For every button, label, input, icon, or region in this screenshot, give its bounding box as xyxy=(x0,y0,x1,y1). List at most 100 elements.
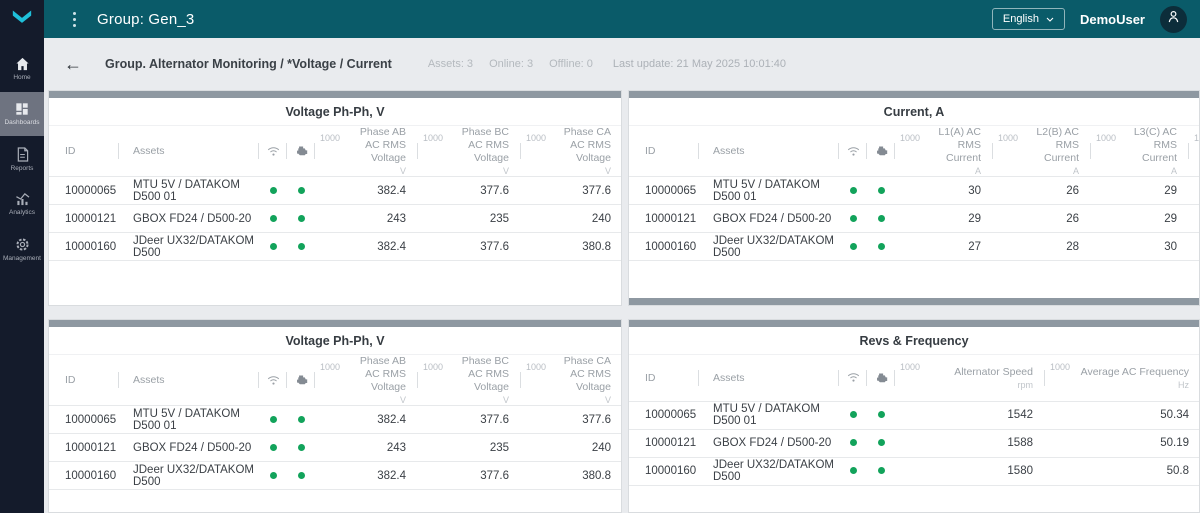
sidebar-item-label: Management xyxy=(3,254,41,262)
value-cell: 1588 xyxy=(895,428,1045,457)
engine-icon xyxy=(867,355,895,401)
value-cell: 50.8 xyxy=(1045,456,1199,486)
value-cell: 377.6 xyxy=(418,405,521,434)
asset-stats: Assets: 3 Online: 3 Offline: 0 xyxy=(428,58,593,70)
unit-label: V xyxy=(604,395,611,406)
asset-name-cell: JDeer UX32/DATAKOM D500 xyxy=(699,456,839,486)
table-row[interactable]: 10000065 MTU 5V / DATAKOM D500 01 382.4 377… xyxy=(49,176,621,205)
person-icon xyxy=(1166,9,1181,29)
sidebar-item-reports[interactable]: Reports xyxy=(0,137,44,181)
value-cell: 1542 xyxy=(895,400,1045,429)
language-selector[interactable]: English xyxy=(991,8,1065,30)
user-name-label[interactable]: DemoUser xyxy=(1079,11,1145,27)
status-dot-online xyxy=(297,471,305,479)
back-arrow-button[interactable]: ← xyxy=(64,54,82,74)
column-header: ID xyxy=(629,355,699,401)
value-cell: 382.4 xyxy=(315,176,418,205)
kebab-menu-icon[interactable] xyxy=(69,8,80,31)
asset-id-cell: 10000121 xyxy=(629,204,699,233)
table-row[interactable]: 10000160 JDeer UX32/DATAKOM D500 382.4 377.… xyxy=(49,461,621,491)
sidebar-item-label: Home xyxy=(13,74,31,81)
table-header-row: ID Assets 1000 Phase AB AC RMS Voltage V 1000… xyxy=(49,126,621,177)
unit-label: V xyxy=(502,166,509,177)
wifi-icon xyxy=(259,126,287,177)
table-row[interactable]: 10000065 MTU 5V / DATAKOM D500 01 382.4 377… xyxy=(49,405,621,434)
table-row[interactable]: 10000121 GBOX FD24 / D500-20 29 26 29 xyxy=(629,204,1199,233)
status-cell xyxy=(839,456,867,486)
data-table: ID Assets 1000 Phase AB AC RMS Voltage V 1000… xyxy=(49,126,621,262)
asset-id-cell: 10000160 xyxy=(49,461,119,491)
status-dot-online xyxy=(849,439,857,446)
status-dot-online xyxy=(849,186,857,194)
value-cell: 50.19 xyxy=(1045,428,1199,457)
app-logo[interactable] xyxy=(0,0,44,38)
status-cell xyxy=(259,433,287,462)
sidebar-item-dashboards[interactable]: Dashboards xyxy=(0,92,44,136)
table-row[interactable]: 10000121 GBOX FD24 / D500-20 243 235 240 xyxy=(49,433,621,462)
sidebar-item-management[interactable]: Management xyxy=(0,227,44,271)
dashboard-panel: Voltage Ph-Ph, V ID Assets 1000 Phase AB AC… xyxy=(48,319,622,513)
main-content: ← Group. Alternator Monitoring / *Voltag… xyxy=(44,38,1200,513)
wifi-icon xyxy=(839,126,867,177)
column-header: 1000 Average AC Frequency Hz xyxy=(1045,355,1199,401)
asset-name-cell: GBOX FD24 / D500-20 xyxy=(119,433,259,462)
engine-icon xyxy=(867,126,895,177)
horizontal-scrollbar[interactable] xyxy=(49,320,621,327)
horizontal-scrollbar[interactable] xyxy=(629,320,1199,327)
horizontal-scrollbar[interactable] xyxy=(629,91,1199,98)
status-cell xyxy=(259,176,287,205)
value-cell xyxy=(1189,232,1199,262)
horizontal-scrollbar[interactable] xyxy=(49,91,621,98)
chevron-down-icon xyxy=(1046,13,1054,25)
table-row[interactable]: 10000121 GBOX FD24 / D500-20 243 235 240 xyxy=(49,204,621,233)
scale-label: 1000 xyxy=(1050,362,1071,372)
value-cell: 240 xyxy=(521,204,621,233)
status-cell xyxy=(839,176,867,205)
status-cell xyxy=(259,232,287,262)
column-header: 1000 L3(C) AC RMS Current A xyxy=(1091,126,1189,177)
column-header: Assets xyxy=(119,126,259,177)
asset-id-cell: 10000065 xyxy=(629,176,699,205)
scale-label: 1000 xyxy=(998,133,1019,143)
column-header: 1000 Phase AB AC RMS Voltage V xyxy=(315,355,418,406)
table-row[interactable]: 10000160 JDeer UX32/DATAKOM D500 27 28 30 xyxy=(629,232,1199,262)
value-cell: 29 xyxy=(1091,176,1189,205)
sidebar-nav: Home Dashboards Reports Analytics Manage… xyxy=(0,38,44,513)
sidebar-item-home[interactable]: Home xyxy=(0,47,44,91)
status-cell xyxy=(259,204,287,233)
status-dot-online xyxy=(297,415,305,423)
table-row[interactable]: 10000065 MTU 5V / DATAKOM D500 01 1542 50.3… xyxy=(629,400,1199,429)
sidebar-item-label: Reports xyxy=(10,164,34,172)
user-avatar[interactable] xyxy=(1160,5,1187,33)
top-header-bar: Group: Gen_3 English DemoUser xyxy=(0,0,1200,38)
table-row[interactable]: 10000121 GBOX FD24 / D500-20 1588 50.19 xyxy=(629,428,1199,457)
asset-name-cell: JDeer UX32/DATAKOM D500 xyxy=(119,461,259,491)
sidebar-item-analytics[interactable]: Analytics xyxy=(0,182,44,226)
column-header: 1000 Phase BC AC RMS Voltage V xyxy=(418,355,521,406)
page-title: Group: Gen_3 xyxy=(97,10,195,28)
value-cell: 382.4 xyxy=(315,405,418,434)
scale-label: 1000 xyxy=(423,362,444,372)
wifi-icon xyxy=(259,355,287,406)
engine-icon xyxy=(287,126,315,177)
horizontal-scrollbar[interactable] xyxy=(629,298,1199,305)
status-dot-online xyxy=(849,214,857,222)
value-cell: 1580 xyxy=(895,456,1045,486)
assets-count: Assets: 3 xyxy=(427,58,474,70)
asset-name-cell: GBOX FD24 / D500-20 xyxy=(699,204,839,233)
status-dot-online xyxy=(877,242,885,250)
scale-label: 1000 xyxy=(320,362,341,372)
dashboard-panel: Voltage Ph-Ph, V ID Assets 1000 Phase AB AC… xyxy=(48,90,622,306)
panels-grid: Voltage Ph-Ph, V ID Assets 1000 Phase AB AC… xyxy=(48,90,1200,513)
sidebar-item-label: Dashboards xyxy=(4,119,40,126)
asset-name-cell: JDeer UX32/DATAKOM D500 xyxy=(699,232,839,262)
management-icon xyxy=(15,237,30,252)
table-row[interactable]: 10000160 JDeer UX32/DATAKOM D500 382.4 377.… xyxy=(49,232,621,262)
table-row[interactable]: 10000065 MTU 5V / DATAKOM D500 01 30 26 29 xyxy=(629,176,1199,205)
asset-name-cell: JDeer UX32/DATAKOM D500 xyxy=(119,232,259,262)
value-cell: 377.6 xyxy=(418,176,521,205)
table-row[interactable]: 10000160 JDeer UX32/DATAKOM D500 1580 50.8 xyxy=(629,456,1199,486)
column-header: 1000 L2(B) AC RMS Current A xyxy=(993,126,1091,177)
unit-label: V xyxy=(399,166,406,177)
asset-id-cell: 10000121 xyxy=(49,433,119,462)
